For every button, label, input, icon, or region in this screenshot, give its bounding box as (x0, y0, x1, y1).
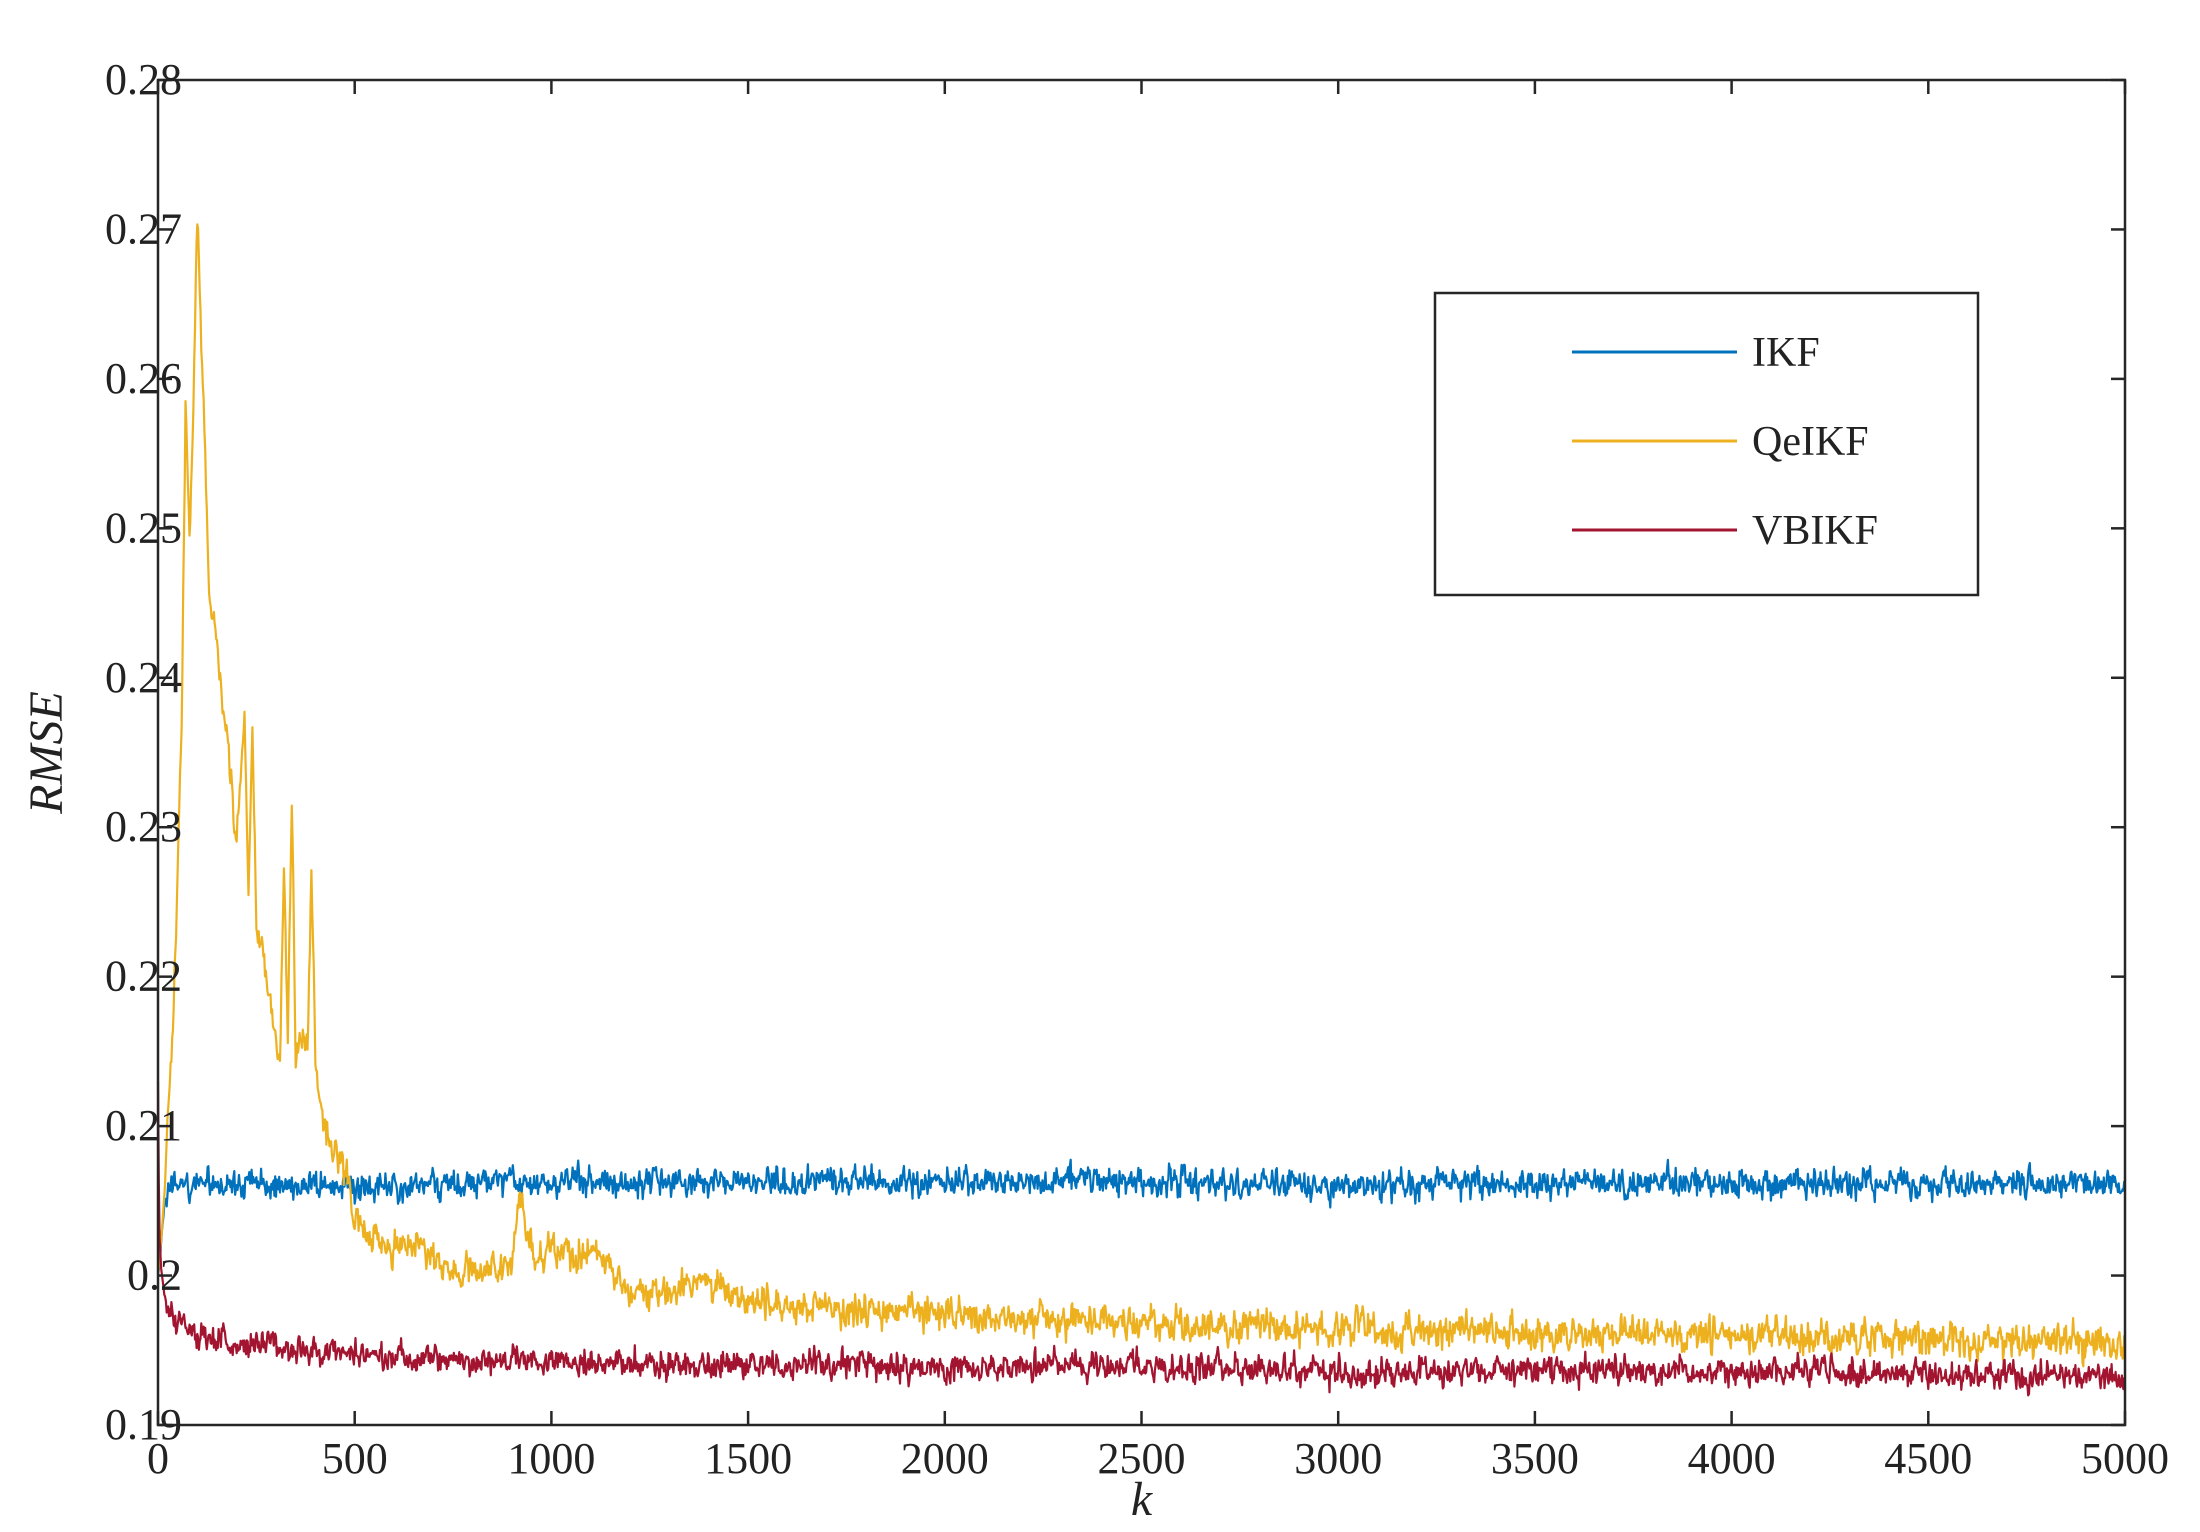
x-tick-label: 4000 (1688, 1434, 1776, 1483)
series-line-vbikf (156, 1081, 2127, 1397)
legend: IKF QeIKF VBIKF (1433, 291, 1980, 597)
y-tick-label: 0.19 (105, 1400, 182, 1449)
y-tick-label: 0.23 (105, 802, 182, 851)
x-tick-label: 4500 (1884, 1434, 1972, 1483)
x-tick-label: 2000 (901, 1434, 989, 1483)
x-tick-label: 5000 (2081, 1434, 2169, 1483)
legend-label-vbikf: VBIKF (1752, 508, 1878, 554)
series-line-qeikf (156, 223, 2126, 1368)
y-tick-label: 0.27 (105, 204, 182, 253)
series-layer (156, 223, 2127, 1397)
y-tick-label: 0.25 (105, 503, 182, 552)
legend-label-qeikf: QeIKF (1752, 419, 1869, 465)
x-tick-label: 500 (322, 1434, 388, 1483)
y-tick-label: 0.28 (105, 55, 182, 104)
y-axis-title: RMSE (20, 691, 73, 815)
series-line-ikf (156, 1158, 2127, 1276)
y-tick-label: 0.21 (105, 1101, 182, 1150)
y-tick-label: 0.26 (105, 354, 182, 403)
x-tick-label: 1000 (507, 1434, 595, 1483)
y-tick-label: 0.24 (105, 653, 182, 702)
y-tick-label: 0.22 (105, 952, 182, 1001)
plot-frame (156, 78, 2127, 1427)
x-tick-label: 2500 (1098, 1434, 1186, 1483)
ticks-layer: 0 500 1000 1500 2000 2500 3000 3500 4000 4500 5000… (105, 55, 2169, 1483)
x-axis-title: k (1131, 1473, 1154, 1526)
legend-box (1433, 291, 1980, 597)
legend-label-ikf: IKF (1752, 330, 1820, 376)
x-tick-label: 3000 (1294, 1434, 1382, 1483)
y-tick-label: 0.2 (127, 1251, 182, 1300)
x-tick-label: 3500 (1491, 1434, 1579, 1483)
x-tick-label: 1500 (704, 1434, 792, 1483)
x-tick-label: 0 (147, 1434, 169, 1483)
